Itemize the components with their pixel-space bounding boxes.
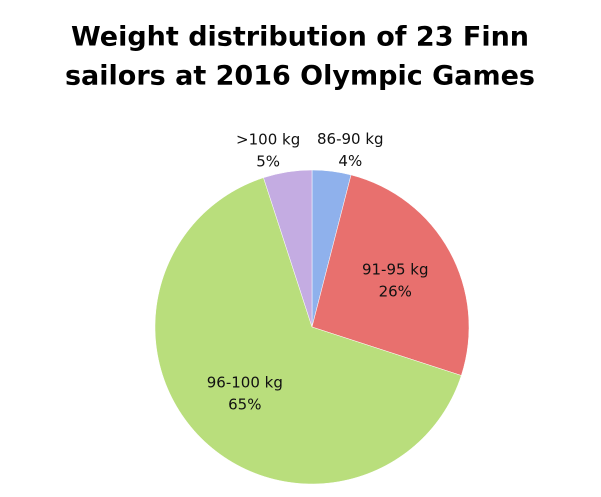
slice-label: 86-90 kg bbox=[317, 130, 384, 148]
slice-value-label: 4% bbox=[338, 152, 362, 170]
pie-slice bbox=[154, 177, 462, 485]
slice-value-label: 65% bbox=[228, 396, 261, 414]
slice-value-label: 26% bbox=[379, 283, 412, 301]
pie-slice bbox=[311, 174, 470, 376]
slice-label: >100 kg bbox=[236, 131, 300, 149]
slice-value-label: 5% bbox=[256, 153, 280, 171]
chart-title: Weight distribution of 23 Finn bbox=[71, 22, 529, 53]
chart-title: sailors at 2016 Olympic Games bbox=[65, 61, 535, 92]
slice-label: 96-100 kg bbox=[207, 374, 283, 392]
slice-label: 91-95 kg bbox=[362, 261, 429, 279]
pie-slice bbox=[263, 169, 313, 328]
